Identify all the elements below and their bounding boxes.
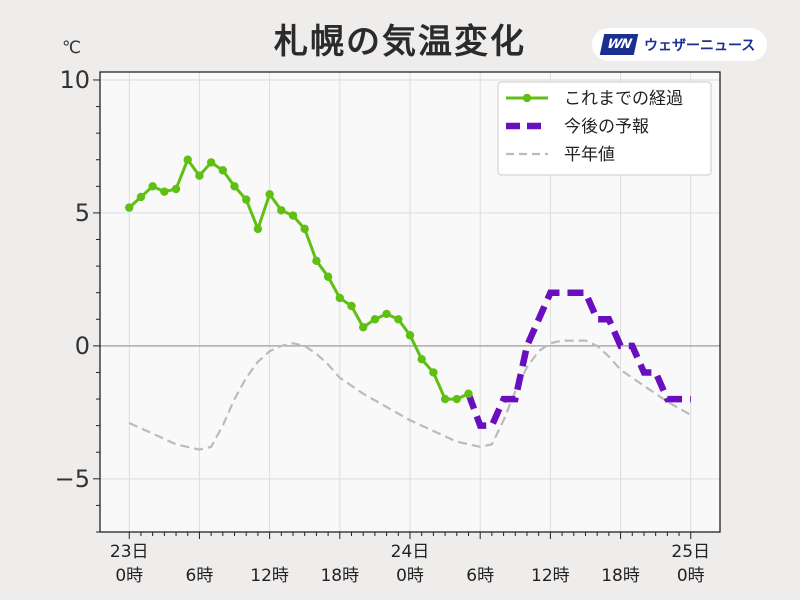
x-tick-date-label: 24日 (391, 542, 430, 562)
chart-title: 札幌の気温変化 (274, 22, 526, 62)
grid-lines (100, 72, 720, 532)
legend-label: これまでの経過 (564, 89, 683, 109)
x-tick-date-label: 23日 (110, 542, 149, 562)
observed-point (136, 192, 146, 202)
observed-point (218, 166, 228, 175)
observed-point (359, 323, 368, 332)
observed-point (335, 293, 345, 303)
legend-label: 平年値 (564, 145, 615, 165)
observed-point (312, 256, 321, 265)
observed-point (417, 354, 426, 364)
y-axis-unit: ℃ (62, 38, 82, 58)
observed-point (125, 203, 134, 212)
series-observed-line (128, 158, 470, 401)
x-tick-date-label: 25日 (671, 542, 710, 562)
y-tick-label: 5 (75, 199, 90, 227)
observed-point (452, 394, 461, 404)
observed-point (206, 158, 216, 167)
legend-label: 今後の予報 (564, 117, 649, 137)
observed-point (440, 394, 450, 404)
observed-point (288, 211, 298, 220)
observed-point (183, 155, 192, 164)
observed-point (429, 368, 438, 377)
observed-point (370, 315, 380, 324)
legend-item: 今後の予報 (506, 117, 649, 137)
observed-point (394, 315, 403, 324)
observed-point (265, 190, 274, 199)
observed-point (405, 331, 415, 340)
y-tick-label: −5 (55, 465, 90, 493)
series-normal-line (128, 339, 692, 451)
observed-point (300, 224, 309, 234)
observed-point (464, 389, 473, 398)
observed-point (382, 309, 391, 319)
observed-point (347, 301, 356, 311)
observed-point (195, 171, 204, 180)
x-tick-time-label: 0時 (115, 566, 143, 586)
observed-point (277, 206, 286, 215)
y-tick-label: 10 (59, 66, 90, 94)
legend-box (497, 81, 712, 176)
brand-name: ウェザーニュース (644, 38, 756, 54)
observed-point (160, 187, 169, 196)
legend-item: 平年値 (506, 145, 615, 165)
x-tick-time-label: 6時 (186, 566, 214, 586)
series-observed-markers (125, 155, 473, 404)
legend-marker-observed (522, 93, 532, 103)
y-tick-label: 0 (75, 332, 90, 360)
observed-point (171, 184, 181, 194)
observed-point (148, 182, 157, 191)
x-tick-time-label: 18時 (320, 566, 359, 586)
x-tick-time-label: 0時 (677, 566, 705, 586)
x-tick-time-label: 0時 (396, 566, 424, 586)
x-tick-time-label: 6時 (466, 566, 494, 586)
brand-badge: WN ウェザーニュース (592, 28, 767, 61)
legend-item: これまでの経過 (506, 89, 683, 109)
x-tick-time-label: 12時 (250, 566, 289, 586)
observed-point (230, 182, 239, 191)
x-tick-time-label: 12時 (531, 566, 570, 586)
observed-point (323, 272, 333, 281)
x-tick-time-label: 18時 (601, 566, 640, 586)
observed-point (253, 224, 263, 234)
observed-point (242, 195, 251, 204)
series-forecast-line (465, 289, 691, 429)
